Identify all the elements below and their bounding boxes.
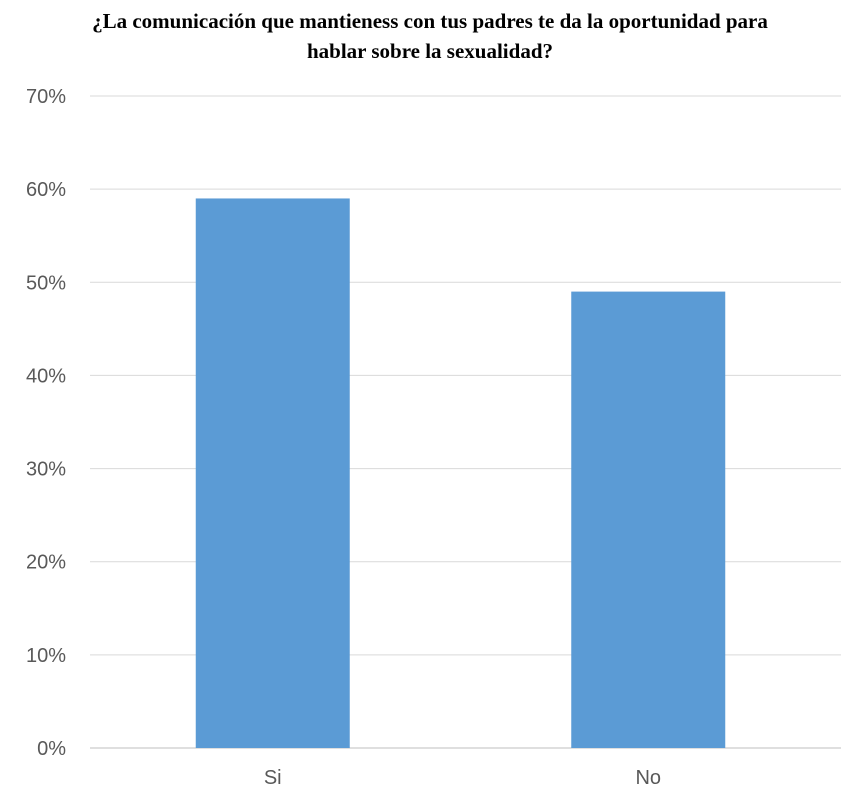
y-tick-label: 0%: [37, 738, 66, 760]
bar-no: [571, 291, 726, 748]
y-tick-label: 50%: [26, 272, 66, 294]
y-axis-ticks: 0% 10% 20% 30% 40% 50% 60% 70%: [26, 86, 66, 760]
y-tick-label: 10%: [26, 645, 66, 667]
x-tick-label: No: [635, 767, 661, 789]
y-tick-label: 20%: [26, 552, 66, 574]
bar-si: [195, 198, 350, 748]
x-axis-ticks: Si No: [264, 767, 661, 789]
y-tick-label: 60%: [26, 179, 66, 201]
y-tick-label: 70%: [26, 86, 66, 108]
chart-title: ¿La comunicación que mantieness con tus …: [92, 9, 768, 63]
y-tick-label: 30%: [26, 459, 66, 481]
bars: [195, 198, 726, 748]
x-tick-label: Si: [264, 767, 282, 789]
y-tick-label: 40%: [26, 365, 66, 387]
